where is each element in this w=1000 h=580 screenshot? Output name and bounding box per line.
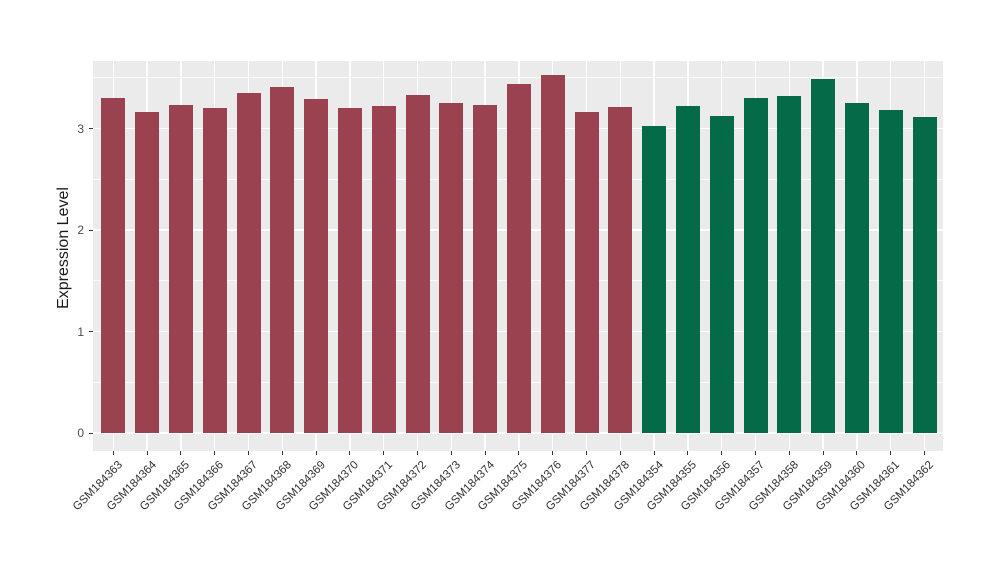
x-tick-mark	[281, 451, 283, 455]
x-tick-mark	[417, 451, 418, 455]
y-tick-label: 2	[77, 223, 84, 237]
y-tick-label: 0	[77, 426, 84, 440]
x-tick-mark	[687, 451, 689, 455]
bar-GSM184364	[135, 112, 160, 433]
bar-GSM184355	[675, 106, 700, 433]
bar-GSM184370	[337, 108, 362, 433]
x-tick-mark	[349, 451, 351, 455]
x-tick-mark	[146, 451, 148, 455]
y-tick-label: 1	[77, 324, 84, 339]
bar-GSM184375	[506, 83, 531, 433]
bar-GSM184378	[608, 107, 633, 433]
x-tick-mark	[890, 451, 892, 455]
x-tick-mark	[653, 451, 655, 455]
x-tick-mark	[856, 451, 858, 455]
bar-GSM184374	[473, 105, 498, 433]
x-tick-mark	[586, 451, 587, 455]
x-tick-mark	[924, 451, 925, 455]
x-tick-mark	[788, 451, 790, 455]
bar-GSM184365	[168, 105, 193, 433]
x-tick-mark	[552, 451, 554, 455]
bar-GSM184356	[709, 116, 734, 433]
bar-GSM184366	[202, 108, 227, 433]
x-tick-mark	[450, 451, 452, 455]
bar-GSM184377	[574, 112, 599, 433]
x-tick-mark	[112, 451, 114, 455]
x-tick-mark	[248, 451, 249, 455]
bar-GSM184359	[811, 78, 836, 433]
bar-GSM184363	[101, 98, 126, 433]
x-tick-mark	[484, 451, 486, 455]
plot-panel	[93, 61, 943, 451]
x-tick-mark	[315, 451, 317, 455]
bar-GSM184362	[912, 117, 937, 433]
x-tick-mark	[518, 451, 520, 455]
bar-GSM184358	[777, 96, 802, 433]
bar-GSM184369	[304, 99, 329, 433]
y-axis-title: Expression Level	[55, 187, 72, 309]
y-tick-mark	[89, 331, 93, 332]
bar-GSM184373	[439, 103, 464, 433]
bar-GSM184361	[878, 110, 903, 433]
x-tick-mark	[619, 451, 621, 455]
bar-GSM184371	[371, 106, 396, 433]
x-tick-mark	[822, 451, 824, 455]
bar-GSM184367	[236, 92, 261, 433]
y-tick-mark	[89, 229, 93, 231]
x-tick-mark	[383, 451, 385, 455]
bar-GSM184368	[270, 86, 295, 433]
y-major-gridline	[93, 432, 943, 434]
bar-GSM184357	[743, 98, 768, 433]
bar-GSM184360	[844, 103, 869, 433]
y-tick-mark	[89, 432, 93, 434]
bar-GSM184372	[405, 95, 430, 433]
y-tick-label: 3	[77, 121, 84, 136]
bar-GSM184376	[540, 74, 565, 433]
y-minor-gridline	[93, 77, 943, 79]
x-tick-mark	[755, 451, 756, 455]
x-tick-mark	[214, 451, 216, 455]
y-tick-mark	[89, 128, 93, 129]
bar-GSM184354	[642, 126, 667, 433]
x-tick-mark	[180, 451, 182, 455]
x-tick-mark	[721, 451, 723, 455]
